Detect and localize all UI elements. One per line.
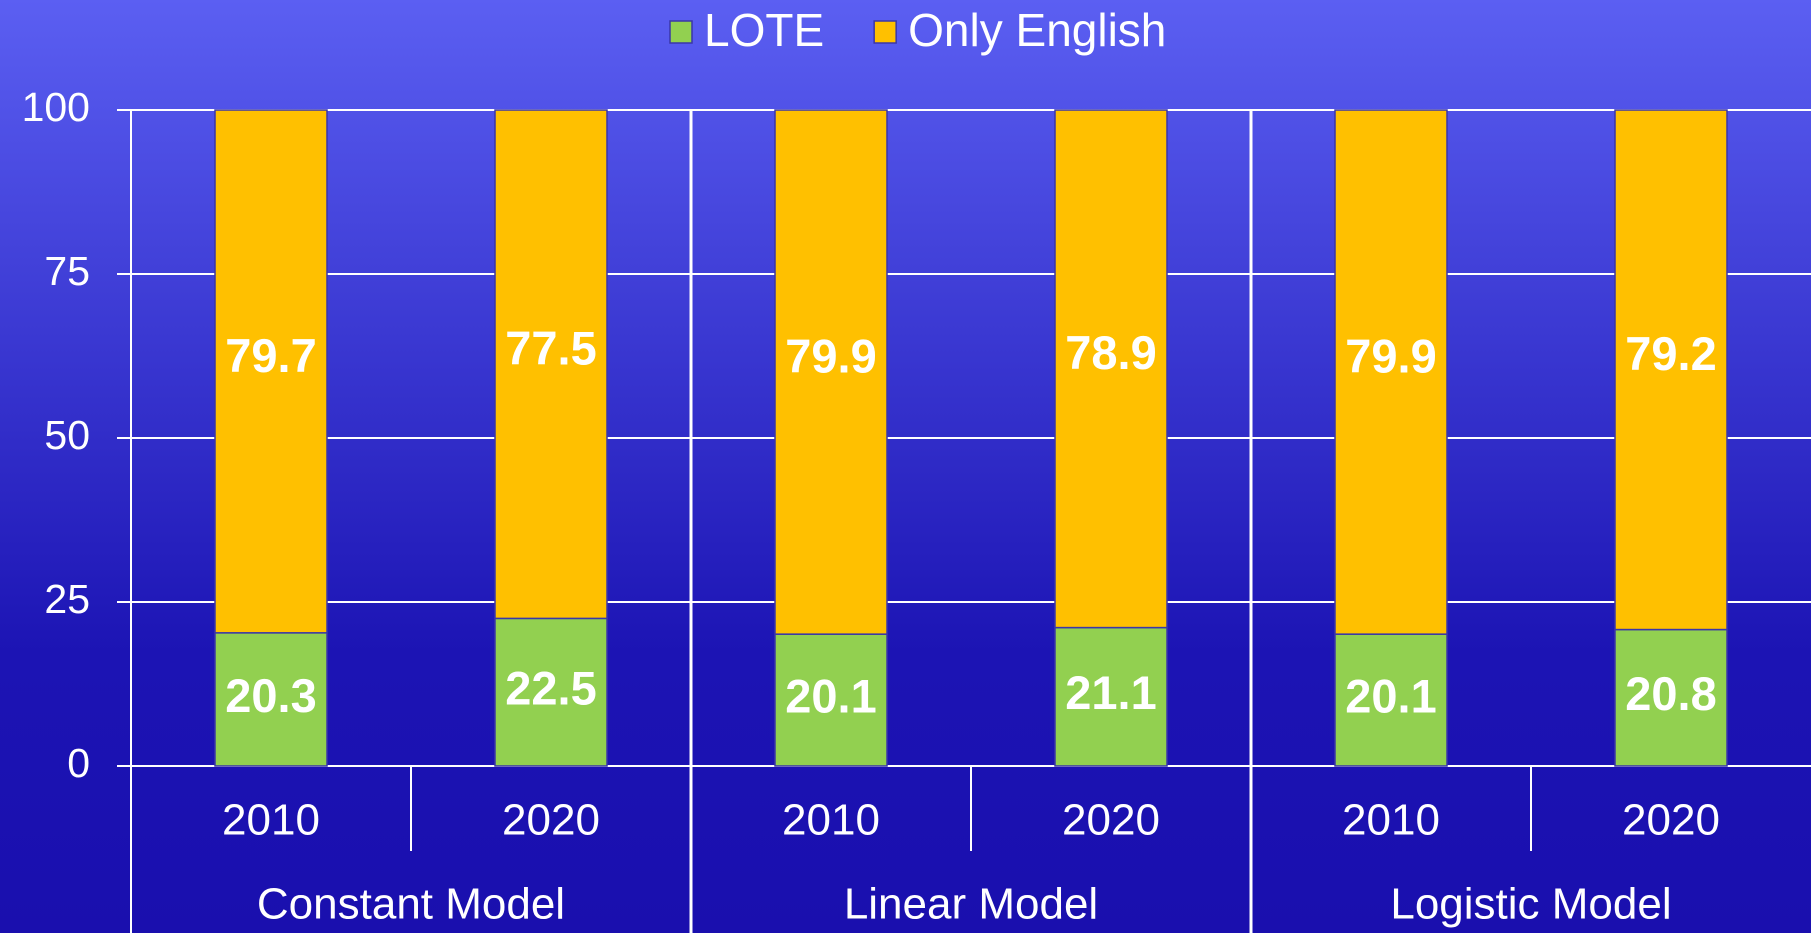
y-tick-label: 100 <box>22 84 90 130</box>
y-tick-label: 25 <box>44 576 90 622</box>
legend-label: LOTE <box>704 4 824 56</box>
bar-segment <box>494 617 608 767</box>
data-label: 22.5 <box>505 662 596 715</box>
bar-segment <box>774 109 888 635</box>
data-label: 20.8 <box>1625 667 1716 720</box>
y-tick-label: 75 <box>44 248 90 294</box>
data-label: 79.2 <box>1625 327 1716 380</box>
legend-swatch <box>669 20 693 44</box>
x-tick-label: 2020 <box>1622 796 1720 845</box>
bar-segment <box>1334 633 1448 767</box>
legend-label: Only English <box>908 4 1166 56</box>
x-tick-label: 2010 <box>222 796 320 845</box>
x-tick-label: 2010 <box>782 796 880 845</box>
group-label: Linear Model <box>844 880 1098 929</box>
data-label: 20.1 <box>1345 669 1436 722</box>
y-tick-label: 0 <box>67 740 90 786</box>
group-label: Constant Model <box>257 880 565 929</box>
bar-segment <box>214 632 328 767</box>
y-tick-label: 50 <box>44 412 90 458</box>
bar-segment <box>214 109 328 634</box>
data-label: 20.1 <box>785 669 876 722</box>
data-label: 79.7 <box>225 329 316 382</box>
bar-segment <box>1054 109 1168 629</box>
group-label: Logistic Model <box>1390 880 1671 929</box>
data-label: 79.9 <box>785 329 876 382</box>
bar-segment <box>774 633 888 767</box>
x-tick-label: 2020 <box>1062 796 1160 845</box>
data-label: 79.9 <box>1345 329 1436 382</box>
bar-segment <box>1334 109 1448 635</box>
bar-segment <box>494 109 608 620</box>
x-tick-label: 2010 <box>1342 796 1440 845</box>
data-label: 20.3 <box>225 669 316 722</box>
bar-segment <box>1614 628 1728 767</box>
data-label: 77.5 <box>505 322 596 375</box>
data-label: 21.1 <box>1065 666 1156 719</box>
legend-swatch <box>873 20 897 44</box>
data-label: 78.9 <box>1065 326 1156 379</box>
x-tick-label: 2020 <box>502 796 600 845</box>
bar-segment <box>1614 109 1728 631</box>
